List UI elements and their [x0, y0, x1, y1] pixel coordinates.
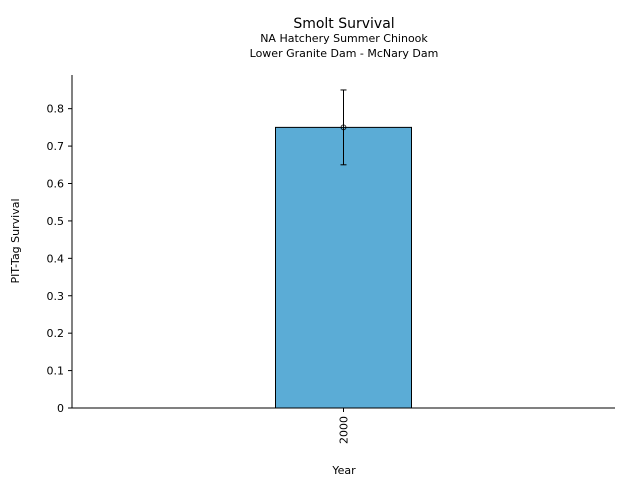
y-tick-label: 0.3 [47, 290, 65, 303]
y-tick-label: 0.7 [47, 140, 65, 153]
y-tick-label: 0.5 [47, 215, 65, 228]
y-tick-label: 0.1 [47, 365, 65, 378]
x-axis-label: Year [331, 464, 356, 477]
chart-subtitle-1: NA Hatchery Summer Chinook [260, 32, 428, 45]
y-tick-label: 0.6 [47, 178, 65, 191]
x-tick-label: 2000 [338, 416, 351, 444]
bar [275, 126, 412, 409]
y-tick-label: 0 [57, 402, 64, 415]
chart-title: Smolt Survival [293, 16, 394, 32]
chart-subtitle-2: Lower Granite Dam - McNary Dam [250, 47, 439, 60]
y-tick-label: 0.8 [47, 103, 65, 116]
y-tick-label: 0.4 [47, 252, 65, 265]
y-tick-label: 0.2 [47, 327, 65, 340]
y-axis-label: PIT-Tag Survival [9, 198, 22, 283]
point-marker [340, 124, 347, 131]
